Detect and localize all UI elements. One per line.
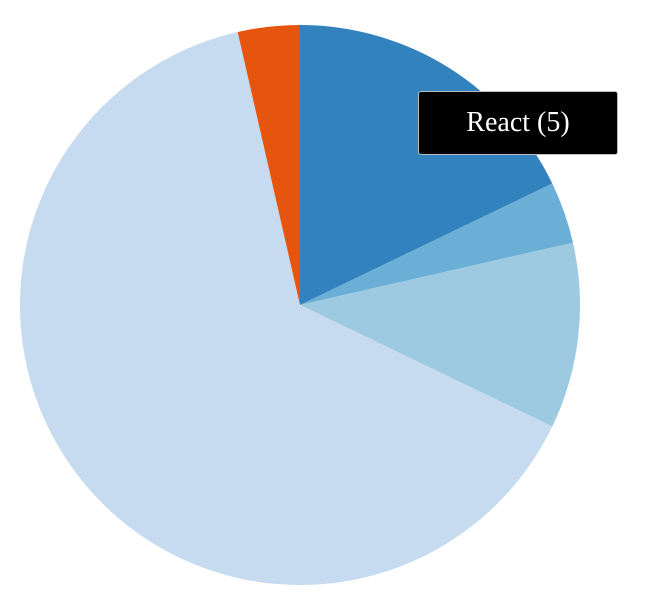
pie-slice-5[interactable] (237, 24, 300, 305)
pie-slices (20, 24, 581, 585)
pie-slice-2[interactable] (300, 183, 573, 305)
slice-tooltip: React (5) (418, 91, 618, 155)
pie-slice-4[interactable] (20, 32, 553, 585)
pie-slice-1[interactable] (300, 25, 553, 305)
pie-slice-3[interactable] (300, 242, 581, 427)
